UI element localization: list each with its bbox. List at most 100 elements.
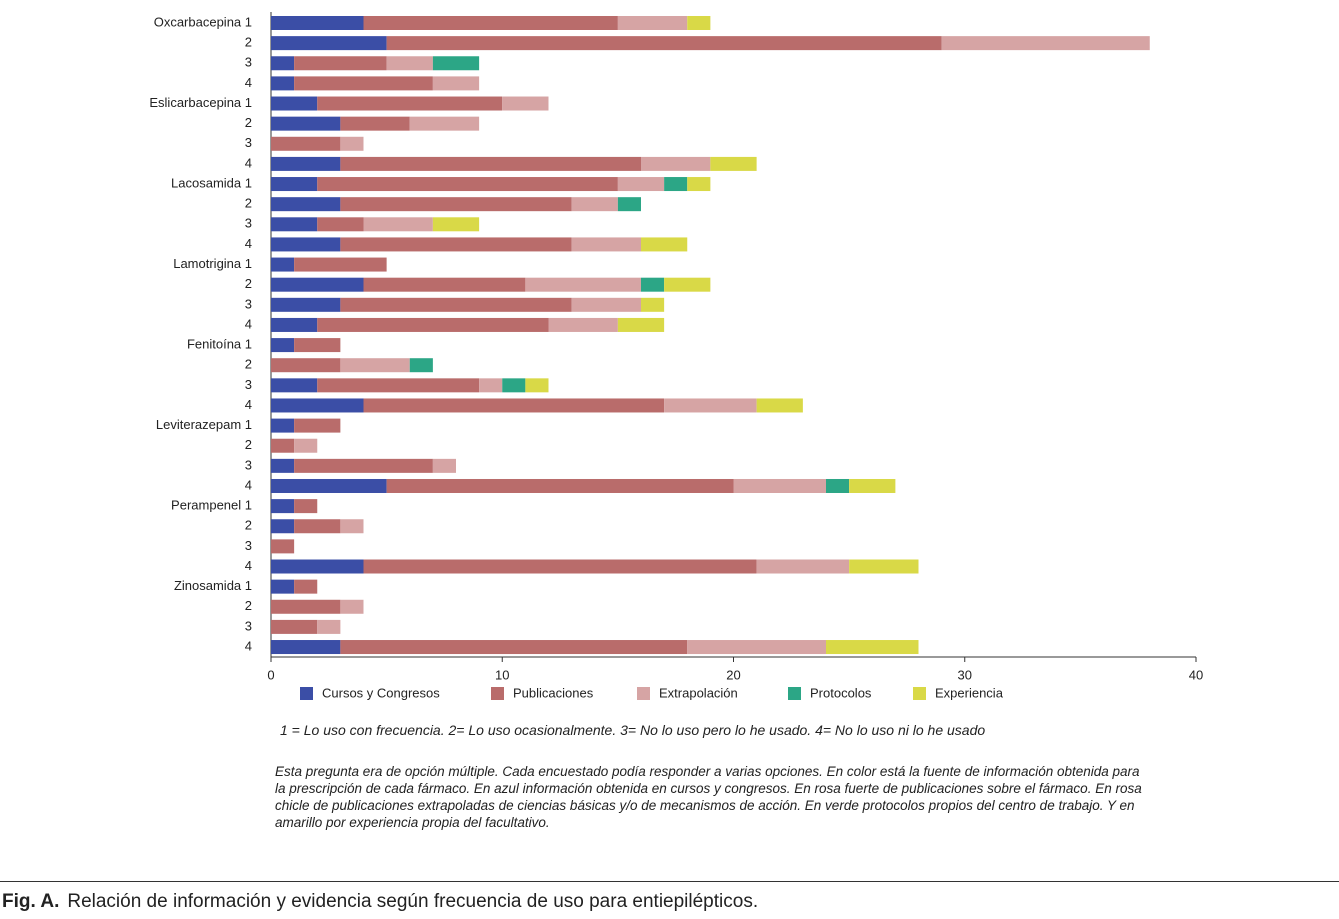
bar-segment — [271, 56, 295, 71]
bar-segment — [571, 237, 641, 252]
x-tick-label: 10 — [495, 667, 509, 682]
y-tick-label: 2 — [245, 357, 252, 372]
y-tick-label: 2 — [245, 276, 252, 291]
bar-segment — [548, 317, 618, 332]
y-tick-label: Zinosamida 1 — [174, 578, 252, 593]
y-tick-label: 2 — [245, 196, 252, 211]
y-tick-label: 2 — [245, 598, 252, 613]
legend-swatch — [300, 687, 313, 700]
bar-segment — [271, 177, 318, 192]
bar-segment — [340, 358, 410, 373]
legend-swatch — [491, 687, 504, 700]
y-tick-label: 4 — [245, 558, 252, 573]
description: Esta pregunta era de opción múltiple. Ca… — [275, 764, 1142, 830]
bar-segment — [525, 277, 641, 292]
y-tick-label: 3 — [245, 457, 252, 472]
bar-segment — [849, 478, 896, 493]
bar-segment — [294, 56, 387, 71]
legend-label: Cursos y Congresos — [322, 685, 440, 700]
y-tick-label: 2 — [245, 115, 252, 130]
legend-label: Experiencia — [935, 685, 1004, 700]
bar-segment — [271, 640, 341, 655]
bar-segment — [271, 96, 318, 111]
y-tick-label: 4 — [245, 316, 252, 331]
bar-segment — [271, 539, 295, 554]
x-tick-label: 0 — [267, 667, 274, 682]
bar-segment — [756, 398, 803, 413]
bar-segment — [687, 177, 711, 192]
bar-segment — [340, 197, 572, 212]
bar-segment — [271, 16, 364, 30]
bar-segment — [340, 156, 641, 171]
bar-segment — [340, 640, 688, 655]
chart: 0 10 20 30 40 Oxcarbacepina 1 2 3 4 Eslicarbacepi… — [149, 12, 1203, 700]
bar-segment — [363, 217, 433, 232]
bar-segment — [294, 579, 318, 594]
bar-segment — [363, 277, 526, 292]
bar-segment — [317, 317, 549, 332]
bar-segment — [941, 36, 1150, 51]
bar-segment — [271, 599, 341, 614]
bar-segment — [664, 277, 711, 292]
y-tick-label: 2 — [245, 437, 252, 452]
bar-segment — [386, 56, 433, 71]
bar-segment — [271, 418, 295, 433]
legend-swatch — [788, 687, 801, 700]
bar-segment — [826, 640, 919, 655]
bar-segment — [409, 116, 480, 131]
y-tick-label: 4 — [245, 638, 252, 653]
bar-segment — [340, 136, 364, 151]
bar-segment — [756, 559, 850, 574]
bar-segment — [502, 96, 549, 111]
bar-segment — [363, 559, 757, 574]
bar-segment — [271, 499, 295, 514]
bar-segment — [271, 519, 295, 534]
bar-segment — [271, 36, 387, 51]
bar-segment — [271, 438, 295, 453]
y-tick-label: 3 — [245, 216, 252, 231]
y-tick-label: Fenitoína 1 — [187, 337, 252, 352]
legend-label: Protocolos — [810, 685, 872, 700]
bar-segment — [617, 197, 641, 212]
bar-segment — [294, 499, 318, 514]
bar-segment — [617, 317, 665, 332]
bar-segment — [294, 257, 387, 272]
bar-segment — [294, 438, 318, 453]
legend-label: Extrapolación — [659, 685, 738, 700]
bar-segment — [340, 519, 364, 534]
bar-segment — [641, 297, 665, 312]
bar-segment — [271, 197, 341, 212]
x-tick-label: 30 — [958, 667, 972, 682]
bar-segment — [271, 559, 364, 574]
bar-segment — [432, 458, 456, 473]
bar-segment — [617, 177, 665, 192]
y-tick-label: Eslicarbacepina 1 — [149, 95, 252, 110]
y-tick-label: 3 — [245, 377, 252, 392]
bar-segment — [294, 418, 341, 433]
bar-segment — [271, 378, 318, 393]
y-tick-label: Oxcarbacepina 1 — [154, 14, 252, 29]
bar-segment — [641, 237, 688, 252]
y-tick-label: Lamotrigina 1 — [173, 256, 252, 271]
caption: Fig. A. Relación de información y evidenc… — [2, 891, 758, 913]
bar-segment — [271, 478, 387, 493]
bar-segment — [271, 338, 295, 353]
bar-segment — [271, 116, 341, 131]
y-tick-label: 3 — [245, 296, 252, 311]
bar-segment — [571, 197, 618, 212]
caption-label: Fig. A. — [2, 891, 60, 912]
bar-segment — [294, 338, 341, 353]
bar-segment — [525, 378, 549, 393]
bar-segment — [687, 640, 826, 655]
bar-segment — [363, 398, 665, 413]
bar-segment — [479, 378, 503, 393]
bar-segment — [271, 358, 341, 373]
y-tick-label: 4 — [245, 477, 252, 492]
bar-segment — [687, 16, 711, 30]
y-tick-label: 4 — [245, 236, 252, 251]
bar-segment — [409, 358, 433, 373]
bar-segment — [271, 317, 318, 332]
legend-swatch — [913, 687, 926, 700]
bar-segment — [271, 237, 341, 252]
bar-segment — [432, 56, 480, 71]
